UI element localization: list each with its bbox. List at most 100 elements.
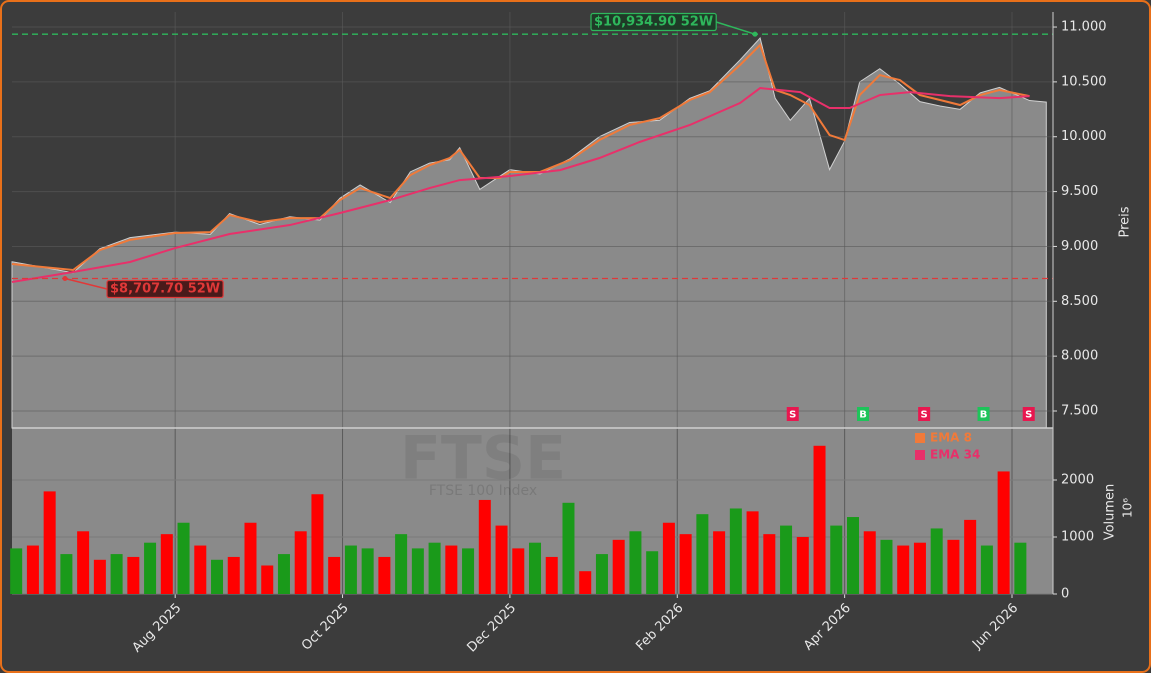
volume-bar [211,559,224,594]
volume-bar [462,548,475,594]
ema-line [11,43,1030,272]
volume-bar [478,499,491,594]
volume-bar [746,511,759,594]
volume-bar [294,531,307,594]
volume-bar [997,471,1010,594]
volume-bar [512,548,525,594]
volume-bar [328,556,341,594]
volume-bar [495,525,508,594]
volume-bar [194,545,207,594]
signal-marker [786,407,799,421]
y-tick-label: 10.000 [1061,129,1107,144]
volume-bar [964,519,977,594]
volume-bar [10,548,23,594]
volume-bar [696,514,709,594]
signal-label: B [980,410,988,421]
volume-bar [26,545,39,594]
volume-bar [646,551,659,594]
signal-marker [1022,407,1035,421]
volume-bar [595,554,608,594]
volume-bar [763,534,776,594]
volume-bar [679,534,692,594]
reference-arrow [64,277,108,290]
signal-marker [918,407,931,421]
volume-bar [1014,542,1027,594]
volume-bar [662,522,675,594]
legend-swatch [915,433,925,443]
reference-label-text: $8,707.70 52W [110,282,220,297]
volume-bar [629,531,642,594]
arrow-head [752,31,758,37]
y-tick-label: 8.500 [1061,294,1098,309]
signal-label: S [1025,410,1032,421]
volume-bar [127,556,140,594]
volume-bar [897,545,910,594]
reference-label: $10,934.90 52W [590,12,717,32]
volume-bar [830,525,843,594]
volume-bar [60,554,73,594]
volume-bar [411,548,424,594]
volume-bar [93,559,106,594]
signal-marker [857,407,870,421]
y-tick-label: 9.000 [1061,239,1098,254]
volume-bar [43,491,56,594]
y-tick-label: 1000 [1061,529,1094,544]
volume-bar [579,571,592,594]
y-tick-label: 10.500 [1061,74,1107,89]
y-axis-unit: 10⁶ [1121,498,1135,518]
y-axis-title: Volumen [1103,484,1118,541]
volume-bar [796,536,809,594]
watermark-symbol: FTSE [400,424,566,494]
volume-bar [545,556,558,594]
signal-label: S [921,410,928,421]
reference-label-text: $10,934.90 52W [594,15,713,30]
volume-bar [863,531,876,594]
volume-bar [311,494,324,594]
volume-bar [344,545,357,594]
volume-bar [244,522,257,594]
y-tick-label: 2000 [1061,472,1094,487]
y-tick-label: 8.000 [1061,349,1098,364]
volume-bar [980,545,993,594]
volume-bar [445,545,458,594]
volume-bar [729,508,742,594]
y-tick-label: 9.500 [1061,184,1098,199]
volume-bar [847,517,860,594]
volume-bar [110,554,123,594]
signal-label: B [859,410,867,421]
volume-bar [780,525,793,594]
volume-bar [177,522,190,594]
y-tick-label: 11.000 [1061,20,1107,35]
volume-bar [395,534,408,594]
volume-bar [947,539,960,594]
arrow-head [62,276,68,282]
volume-bar [261,565,274,594]
volume-bar [160,534,173,594]
legend-label: EMA 8 [930,431,972,445]
volume-bar [813,445,826,594]
signal-marker [977,407,990,421]
volume-bar [227,556,240,594]
volume-bar [277,554,290,594]
volume-bar [77,531,90,594]
watermark-name: FTSE 100 Index [429,483,537,499]
volume-bar [428,542,441,594]
reference-arrow [715,21,756,35]
volume-bar [930,528,943,594]
volume-bar [562,502,575,594]
y-axis-title: Preis [1118,206,1133,237]
legend-swatch [915,450,925,460]
volume-bar [713,531,726,594]
volume-bar [378,556,391,594]
ema-line [11,86,1030,283]
volume-bar [361,548,374,594]
volume-bar [612,539,625,594]
legend-label: EMA 34 [930,448,980,462]
volume-bar [880,539,893,594]
y-tick-label: 7.500 [1061,403,1098,418]
volume-bar [529,542,542,594]
reference-label: $8,707.70 52W [106,279,224,299]
signal-label: S [789,410,796,421]
y-tick-label: 0 [1061,587,1069,602]
